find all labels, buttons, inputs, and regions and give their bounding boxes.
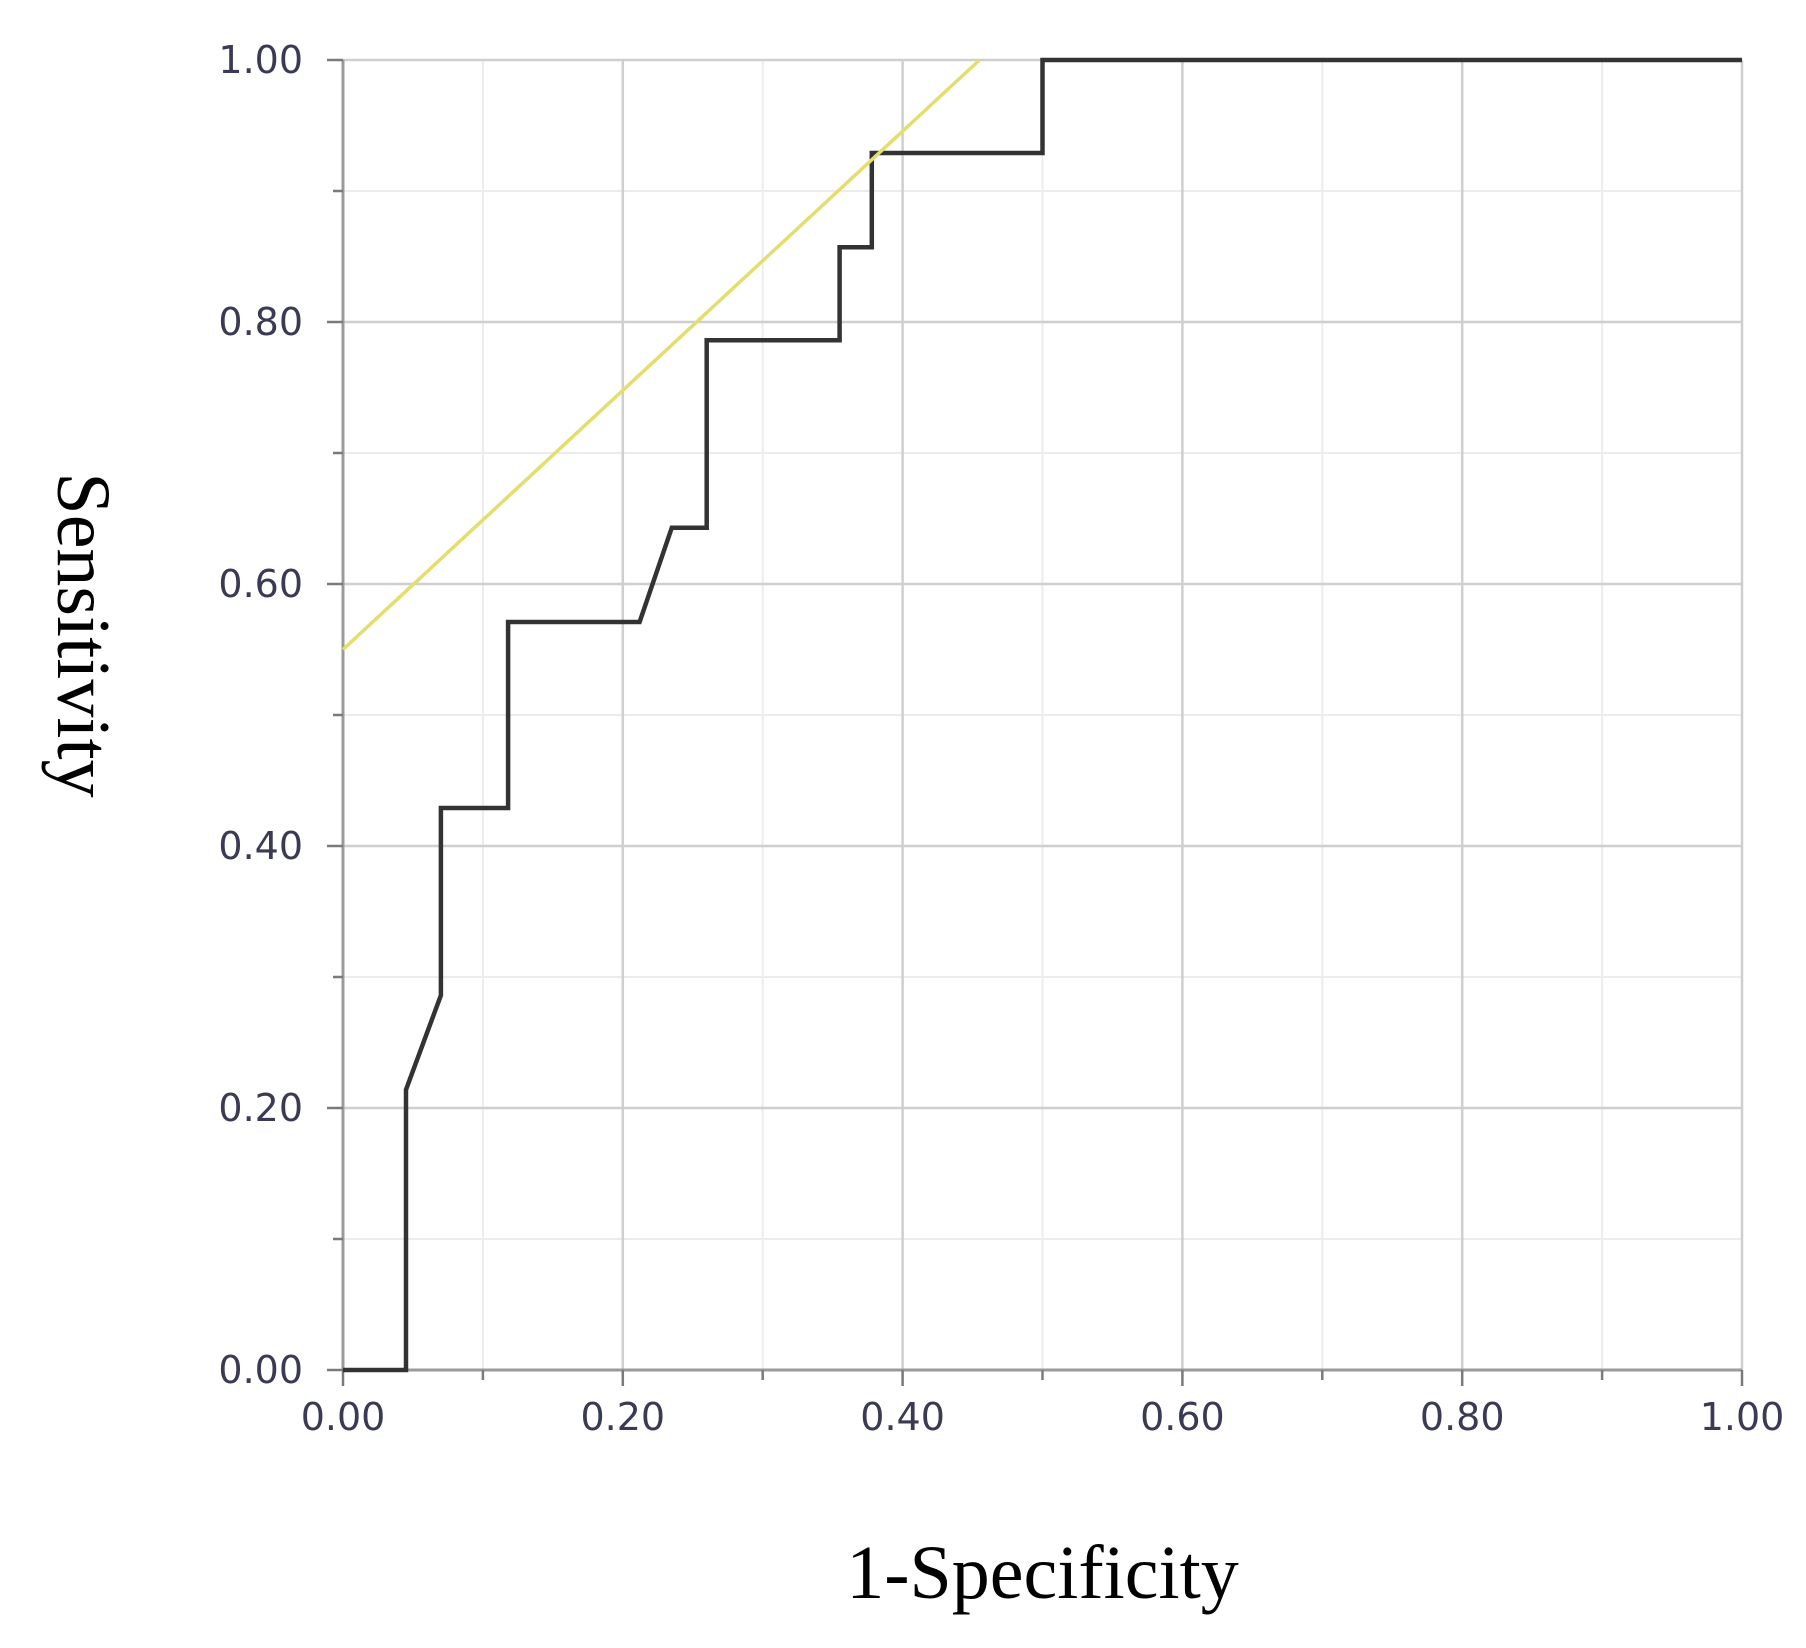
x-tick-label: 0.40 — [860, 1395, 945, 1439]
y-tick-label: 0.20 — [218, 1086, 303, 1130]
x-tick-label: 1.00 — [1700, 1395, 1785, 1439]
y-axis-title: Sensitivity — [41, 472, 125, 797]
minor-gridlines — [343, 60, 1742, 1370]
x-tick-label: 0.00 — [301, 1395, 386, 1439]
reference-line — [341, 58, 981, 651]
y-tick-label: 0.80 — [218, 300, 303, 344]
x-axis-tick-labels: 0.00 0.20 0.40 0.60 0.80 1.00 — [301, 1395, 1785, 1439]
y-tick-label: 0.60 — [218, 562, 303, 606]
x-axis-title: 1-Specificity — [846, 1531, 1239, 1615]
roc-curve-line — [343, 57, 1742, 1373]
y-tick-label: 1.00 — [218, 38, 303, 82]
x-tick-label: 0.80 — [1420, 1395, 1505, 1439]
y-tick-label: 0.00 — [218, 1348, 303, 1392]
series-layer — [341, 57, 1742, 1373]
y-axis-tick-labels: 0.00 0.20 0.40 0.60 0.80 1.00 — [218, 38, 303, 1392]
x-tick-label: 0.60 — [1140, 1395, 1225, 1439]
y-tick-label: 0.40 — [218, 824, 303, 868]
x-tick-label: 0.20 — [580, 1395, 665, 1439]
axis-tick-marks — [327, 58, 1744, 1386]
